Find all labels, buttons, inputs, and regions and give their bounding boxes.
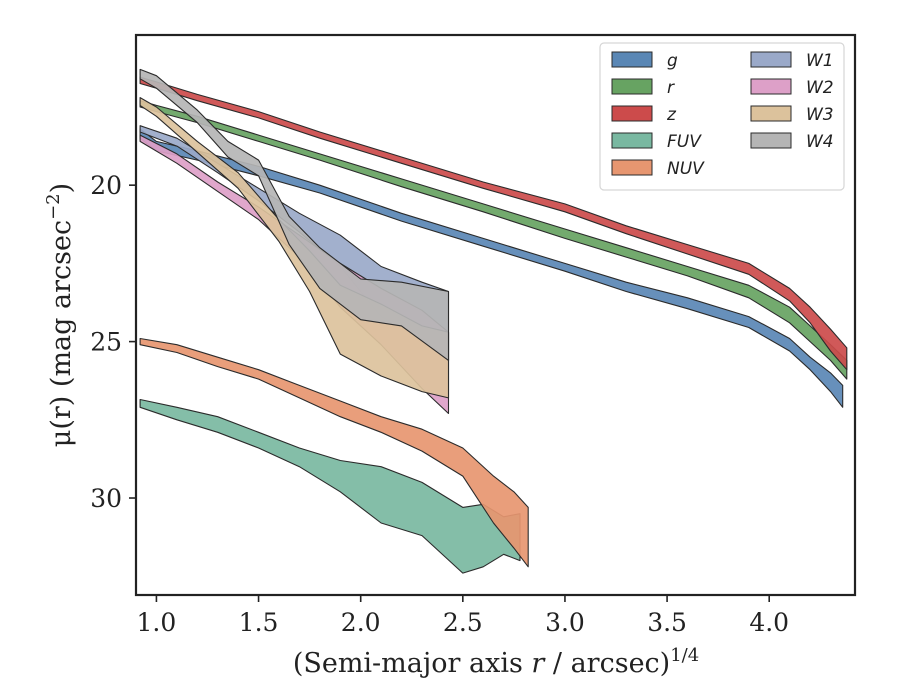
legend-swatch-g [611, 51, 653, 68]
plot-frame [134, 33, 857, 597]
y-axis-title-close: ) [46, 183, 77, 194]
y-axis-title: μ(r) (mag arcsec−2) [43, 183, 77, 447]
svg-text:μ(r) (mag arcsec−2): μ(r) (mag arcsec−2) [43, 183, 77, 447]
x-tick-label: 3.0 [545, 608, 585, 637]
y-tick-label: 20 [90, 171, 122, 200]
legend-label-nuv: NUV [667, 159, 705, 179]
y-tick-label: 25 [90, 328, 122, 357]
legend-swatch-nuv [611, 159, 653, 176]
series-layer [139, 68, 848, 574]
x-tick-label: 2.0 [341, 608, 381, 637]
legend-label-z: z [666, 105, 677, 125]
x-tick-label: 1.0 [137, 608, 177, 637]
x-axis-title: (Semi-major axis r / arcsec)1/4 [293, 645, 699, 679]
y-axis-title-exponent: −2 [43, 193, 64, 220]
x-axis: 1.0 1.5 2.0 2.5 3.0 3.5 4.0 [137, 595, 789, 637]
legend-swatch-r [611, 78, 653, 95]
y-axis: 20 25 30 [90, 171, 136, 513]
legend-swatch-w4 [750, 132, 792, 149]
x-tick-label: 1.5 [239, 608, 279, 637]
x-tick-label: 3.5 [647, 608, 687, 637]
legend-label-w3: W3 [806, 105, 834, 125]
legend-label-fuv: FUV [667, 132, 702, 152]
x-axis-title-main: (Semi-major axis r / arcsec) [293, 648, 670, 679]
legend-label-w1: W1 [806, 51, 834, 71]
legend-label-w2: W2 [806, 78, 834, 98]
legend-label-r: r [667, 78, 675, 98]
x-axis-title-variable: r [531, 648, 546, 679]
y-axis-title-main: μ(r) (mag arcsec [46, 220, 77, 447]
series-band-nuv [139, 337, 529, 568]
legend-swatch-fuv [611, 132, 653, 149]
x-tick-label: 4.0 [749, 608, 789, 637]
legend-swatch-z [611, 105, 653, 122]
series-band-r [139, 100, 848, 380]
series-band-fuv [139, 398, 521, 574]
y-tick-label: 30 [90, 484, 122, 513]
series-band-z [139, 76, 848, 371]
x-tick-label: 2.5 [443, 608, 483, 637]
x-axis-title-part: (Semi-major axis [293, 648, 532, 679]
legend-swatch-w2 [750, 78, 792, 95]
legend-swatch-w1 [750, 51, 792, 68]
legend-label-w4: W4 [806, 132, 834, 152]
legend: grz FUV NUV W1 W2 W3 W4 [599, 42, 845, 191]
x-axis-title-exponent: 1/4 [670, 645, 699, 666]
legend-label-g: g [667, 51, 678, 71]
series-band-w4 [139, 68, 450, 361]
legend-swatch-w3 [750, 105, 792, 122]
x-axis-title-part: / arcsec) [544, 648, 670, 679]
legend-items: grz FUV NUV W1 W2 W3 W4 [611, 51, 834, 179]
